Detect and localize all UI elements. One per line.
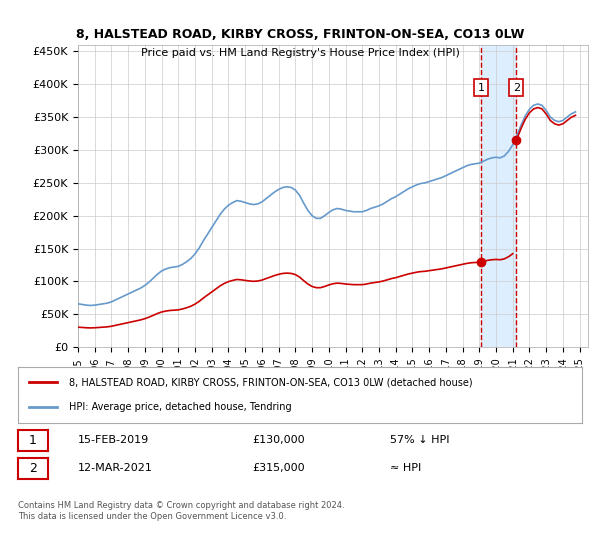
- Text: HPI: Average price, detached house, Tendring: HPI: Average price, detached house, Tend…: [69, 402, 292, 412]
- Text: Price paid vs. HM Land Registry's House Price Index (HPI): Price paid vs. HM Land Registry's House …: [140, 48, 460, 58]
- Text: 2: 2: [513, 82, 520, 92]
- Text: 1: 1: [478, 82, 485, 92]
- Text: ≈ HPI: ≈ HPI: [390, 463, 421, 473]
- Text: Contains HM Land Registry data © Crown copyright and database right 2024.
This d: Contains HM Land Registry data © Crown c…: [18, 501, 344, 521]
- Text: 1: 1: [29, 433, 37, 447]
- Text: 2: 2: [29, 461, 37, 475]
- Text: £315,000: £315,000: [252, 463, 305, 473]
- Text: 8, HALSTEAD ROAD, KIRBY CROSS, FRINTON-ON-SEA, CO13 0LW: 8, HALSTEAD ROAD, KIRBY CROSS, FRINTON-O…: [76, 28, 524, 41]
- Text: £130,000: £130,000: [252, 435, 305, 445]
- Text: 8, HALSTEAD ROAD, KIRBY CROSS, FRINTON-ON-SEA, CO13 0LW (detached house): 8, HALSTEAD ROAD, KIRBY CROSS, FRINTON-O…: [69, 377, 472, 388]
- Bar: [481, 45, 516, 347]
- Text: 12-MAR-2021: 12-MAR-2021: [78, 463, 153, 473]
- Text: 57% ↓ HPI: 57% ↓ HPI: [390, 435, 449, 445]
- Text: 15-FEB-2019: 15-FEB-2019: [78, 435, 149, 445]
